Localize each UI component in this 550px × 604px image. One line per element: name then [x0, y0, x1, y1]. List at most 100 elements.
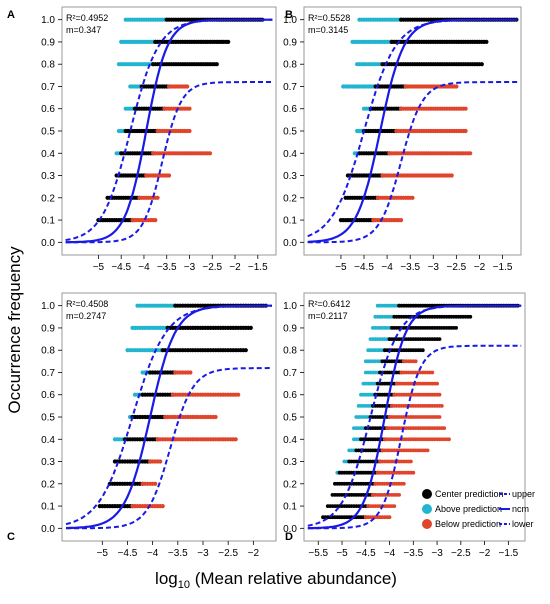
panel-b: 0.00.10.20.30.40.50.60.70.80.91.0−5 −4.5−…	[283, 6, 522, 273]
y-tick-label: 0.4	[283, 149, 297, 160]
ncm-curve	[307, 18, 518, 243]
r2-label: R²=0.6412	[308, 299, 350, 309]
below-point	[153, 218, 158, 223]
y-tick-label: 0.2	[41, 193, 55, 204]
below-point	[155, 195, 160, 200]
center-point	[214, 62, 219, 67]
y-tick-label: 0.4	[283, 435, 297, 446]
below-point	[392, 504, 397, 508]
below-point	[236, 392, 241, 397]
lower-curve	[307, 344, 522, 530]
r2-label: R²=0.4952	[66, 13, 108, 23]
panel-letter: B	[285, 9, 293, 21]
x-tick-label: −2	[229, 262, 241, 273]
below-point	[442, 426, 447, 430]
below-point	[158, 459, 163, 464]
y-tick-label: 0.1	[283, 502, 297, 513]
x-tick-label: −4.5	[111, 262, 131, 273]
panel-a: 0.00.10.20.30.40.50.60.70.80.91.0−5 −4.5−…	[7, 6, 277, 273]
y-tick-label: 1.0	[283, 301, 297, 312]
below-point	[449, 173, 454, 178]
x-axis-title-subscript: 10	[178, 579, 190, 591]
below-point	[166, 173, 172, 178]
below-point	[185, 84, 190, 89]
y-tick-label: 0.7	[283, 82, 297, 93]
center-point	[248, 325, 253, 330]
below-point	[447, 437, 451, 442]
x-tick-label: −2	[479, 548, 491, 559]
ncm-curve	[66, 304, 272, 530]
center-point	[484, 39, 489, 45]
below-point	[454, 84, 459, 89]
upper-curve	[65, 18, 273, 242]
x-tick-label: −2.5	[451, 548, 471, 559]
r2-label: R²=0.5528	[308, 13, 350, 23]
below-point	[468, 151, 473, 156]
center-point	[468, 314, 473, 319]
y-tick-label: 0.5	[283, 127, 297, 138]
data-points	[97, 303, 268, 509]
center-legend-label: Center prediction	[435, 489, 504, 499]
y-tick-label: 0.6	[41, 390, 55, 401]
below-legend-marker	[422, 519, 432, 529]
panel-letter: D	[285, 531, 293, 543]
y-tick-label: 0.7	[41, 368, 55, 379]
x-tick-label: −1.5	[248, 262, 268, 273]
below-point	[187, 128, 192, 134]
ncm-curve	[307, 304, 522, 530]
x-tick-label: −4	[147, 548, 159, 559]
panel-letter: A	[7, 9, 15, 21]
above-legend-marker	[422, 504, 432, 514]
y-tick-label: 0.5	[41, 127, 55, 138]
m-label: m=0.3145	[308, 25, 348, 35]
r2-label: R²=0.4508	[66, 299, 108, 309]
upper-curve	[65, 304, 272, 526]
below-point	[207, 151, 213, 156]
lower-curve	[66, 367, 272, 530]
x-tick-label: −3	[197, 548, 209, 559]
y-tick-label: 0.1	[41, 216, 55, 227]
ncm-legend-label: ncm	[512, 504, 529, 514]
y-tick-label: 0.2	[283, 479, 297, 490]
center-point	[437, 337, 442, 341]
y-tick-label: 0.3	[283, 171, 297, 182]
x-tick-label: −4	[384, 548, 396, 559]
x-tick-label: −5	[93, 262, 105, 273]
upper-curve	[307, 18, 518, 238]
below-point	[411, 470, 416, 475]
y-tick-label: 0.7	[41, 82, 55, 93]
x-tick-label: −5	[335, 262, 347, 273]
m-label: m=0.347	[66, 25, 101, 35]
y-tick-label: 0.5	[283, 413, 297, 424]
x-axis-title-rest: (Mean relative abundance)	[190, 569, 397, 588]
x-tick-label: −3	[428, 262, 440, 273]
below-point	[430, 370, 435, 375]
y-tick-label: 0.0	[283, 238, 297, 249]
below-point	[160, 504, 165, 509]
x-tick-label: −3	[184, 262, 196, 273]
y-tick-label: 0.8	[41, 60, 55, 71]
below-point	[233, 437, 238, 442]
panel-c: 0.00.10.20.30.40.50.60.70.80.91.0−5 −4.5−…	[7, 292, 277, 559]
x-tick-label: −3.5	[400, 262, 420, 273]
panel-d: 0.00.10.20.30.40.50.60.70.80.91.0−5.5 −5−…	[283, 292, 535, 559]
x-tick-label: −4.5	[118, 548, 138, 559]
center-legend-marker	[422, 489, 432, 499]
below-point	[463, 106, 468, 111]
x-tick-label: −4	[138, 262, 150, 273]
y-tick-label: 0.2	[41, 479, 55, 490]
x-tick-label: −5	[336, 548, 348, 559]
lower-curve	[65, 81, 273, 244]
below-point	[435, 381, 439, 386]
below-point	[413, 359, 418, 364]
below-point	[401, 481, 406, 486]
x-tick-label: −4	[381, 262, 393, 273]
y-axis-title: Occurrence frequency	[5, 246, 24, 414]
x-tick-label: −1.5	[498, 548, 518, 559]
below-point	[187, 106, 192, 111]
y-tick-label: 1.0	[41, 15, 55, 26]
y-tick-label: 0.7	[283, 368, 297, 379]
x-tick-label: −3	[431, 548, 443, 559]
y-tick-label: 0.3	[41, 457, 55, 468]
